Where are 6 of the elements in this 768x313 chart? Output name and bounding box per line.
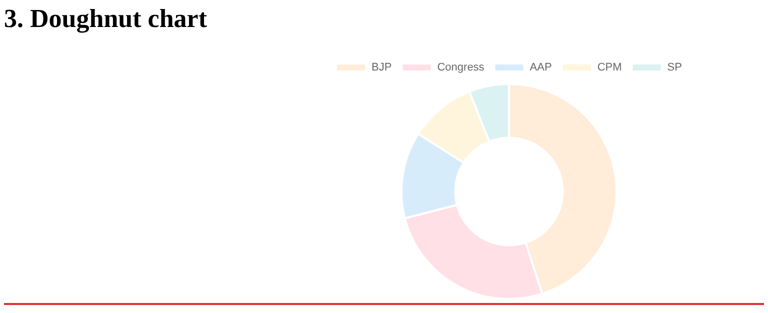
text: 3. Doughnut chart	[4, 4, 207, 34]
legend-label: CPM	[597, 62, 622, 74]
legend-label: AAP	[530, 62, 552, 74]
legend-label: BJP	[372, 62, 392, 74]
legend-label: Congress	[437, 62, 485, 74]
legend-label: SP	[667, 62, 682, 74]
